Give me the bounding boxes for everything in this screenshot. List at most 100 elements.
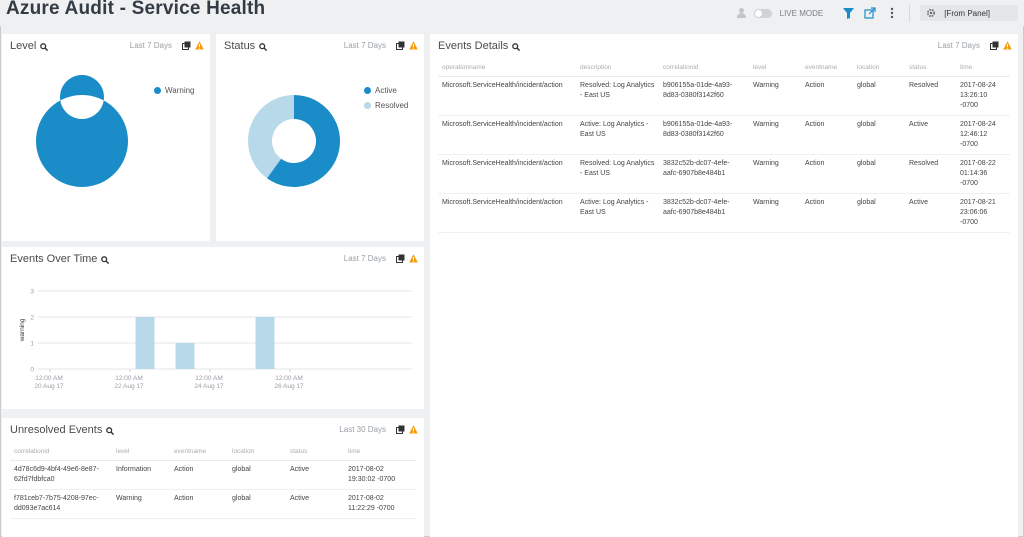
table-cell: Active	[905, 115, 956, 155]
zoom-icon[interactable]	[106, 426, 115, 436]
panel-title: Events Details	[438, 40, 521, 52]
share-icon[interactable]	[863, 6, 877, 20]
time-range-text: Last 7 Days	[129, 41, 172, 50]
x-tick-time: 12:00 AM	[115, 375, 142, 382]
column-header[interactable]: correlationid	[10, 444, 112, 461]
copy-icon[interactable]	[396, 425, 405, 434]
copy-icon[interactable]	[182, 41, 191, 50]
legend-swatch	[154, 87, 161, 94]
warning-icon[interactable]	[409, 425, 418, 434]
user-icon[interactable]	[736, 8, 746, 18]
table-cell: global	[853, 115, 905, 155]
column-header[interactable]: status	[286, 444, 344, 461]
table-cell: 3832c52b-dc07-4efe-aafc-6907b8e484b1	[659, 193, 749, 233]
table-cell: 2017-08-21 23:06:06 -0700	[956, 193, 1010, 233]
table-row[interactable]: 4d78c6d9-4bf4-49e6-8e87-62fd7fdbfca0 Info…	[10, 460, 416, 490]
table-row[interactable]: Microsoft.ServiceHealth/incident/action A…	[438, 193, 1010, 233]
table-cell: Action	[801, 193, 853, 233]
y-tick-label: 3	[30, 289, 34, 296]
column-header[interactable]: location	[228, 444, 286, 461]
legend-swatch	[364, 102, 371, 109]
table-cell: Action	[801, 76, 853, 116]
column-header[interactable]: location	[853, 60, 905, 77]
zoom-icon[interactable]	[101, 255, 110, 265]
donut-slice-warning[interactable]	[35, 75, 128, 187]
table-cell: Active: Log Analytics - East US	[576, 193, 659, 233]
copy-icon[interactable]	[990, 41, 999, 50]
legend-item[interactable]: Warning	[154, 86, 195, 95]
table-row[interactable]: Microsoft.ServiceHealth/incident/action R…	[438, 76, 1010, 116]
table-cell: Active: Log Analytics - East US	[576, 115, 659, 155]
donut-slice-active[interactable]	[266, 95, 340, 188]
panel-title: Events Over Time	[10, 253, 110, 265]
x-tick-date: 26 Aug 17	[274, 383, 304, 390]
zoom-icon[interactable]	[259, 42, 268, 52]
dashboard-title: Azure Audit - Service Health	[6, 0, 266, 19]
legend-item[interactable]: Active	[364, 86, 408, 95]
table-cell: Resolved	[905, 76, 956, 116]
bar-2017-08-24[interactable]	[255, 317, 275, 369]
table-row[interactable]: f781ceb7-7b75-4208-97ec-dd093e7ac614 Warn…	[10, 489, 416, 519]
panel-tools: Last 7 Days	[938, 41, 1012, 50]
panel-tools: Last 7 Days	[344, 41, 418, 50]
warning-icon[interactable]	[195, 41, 204, 50]
panel-tools: Last 30 Days	[339, 425, 418, 434]
copy-icon[interactable]	[396, 254, 405, 263]
table-header-row: correlationid level eventname location statu…	[10, 444, 416, 461]
column-header[interactable]: time	[344, 444, 416, 461]
y-tick-label: 0	[30, 367, 34, 374]
column-header[interactable]: correlationid	[659, 60, 749, 77]
legend: Active Resolved	[364, 86, 408, 116]
column-header[interactable]: time	[956, 60, 1010, 77]
table-cell: Microsoft.ServiceHealth/incident/action	[438, 115, 576, 155]
x-tick-time: 12:00 AM	[35, 375, 62, 382]
column-header[interactable]: level	[112, 444, 170, 461]
x-tick-date: 20 Aug 17	[34, 383, 64, 390]
warning-icon[interactable]	[409, 254, 418, 263]
panel-title-text: Events Over Time	[10, 253, 98, 265]
x-tick-date: 22 Aug 17	[114, 383, 144, 390]
copy-icon[interactable]	[396, 41, 405, 50]
column-header[interactable]: operationname	[438, 60, 576, 77]
warning-icon[interactable]	[1003, 41, 1012, 50]
table-row[interactable]: Microsoft.ServiceHealth/incident/action R…	[438, 154, 1010, 194]
column-header[interactable]: description	[576, 60, 659, 77]
table-cell: b906155a-01de-4a93-8d83-0380f3142f60	[659, 115, 749, 155]
warning-icon[interactable]	[409, 41, 418, 50]
table-cell: Resolved: Log Analytics - East US	[576, 76, 659, 116]
table-cell: Warning	[749, 154, 801, 194]
legend: Warning	[154, 86, 195, 101]
column-header[interactable]: eventname	[801, 60, 853, 77]
zoom-icon[interactable]	[512, 42, 521, 52]
bar-2017-08-21[interactable]	[135, 317, 155, 369]
level-donut-chart	[35, 75, 128, 187]
donut-slice-resolved[interactable]	[248, 95, 294, 179]
y-tick-label: 2	[30, 315, 34, 322]
more-options-icon[interactable]	[885, 6, 899, 20]
panel-title-text: Level	[10, 40, 37, 52]
table-cell: Active	[905, 193, 956, 233]
live-mode-toggle[interactable]	[753, 8, 772, 18]
time-range-label: [From Panel]	[944, 8, 990, 18]
events-details-panel: Events Details Last 7 Days operationname…	[430, 34, 1018, 537]
panel-tools: Last 7 Days	[130, 41, 204, 50]
time-range-text: Last 7 Days	[937, 41, 980, 50]
zoom-icon[interactable]	[40, 42, 49, 52]
legend-item[interactable]: Resolved	[364, 101, 408, 110]
events-over-time-panel: Events Over Time Last 7 Days 0 1 2 3 warning…	[2, 247, 424, 409]
level-panel: Level Last 7 Days Warning	[2, 34, 210, 241]
legend-label: Resolved	[375, 101, 409, 110]
column-header[interactable]: status	[905, 60, 956, 77]
legend-label: Active	[375, 86, 397, 95]
time-range-selector[interactable]: [From Panel]	[920, 5, 1018, 21]
column-header[interactable]: eventname	[170, 444, 228, 461]
table-row[interactable]: Microsoft.ServiceHealth/incident/action A…	[438, 115, 1010, 155]
filter-icon[interactable]	[841, 6, 855, 20]
table-cell: Warning	[112, 489, 170, 519]
table-cell: global	[853, 76, 905, 116]
bar-2017-08-22[interactable]	[175, 343, 195, 369]
time-range-text: Last 30 Days	[339, 425, 386, 434]
table-cell: f781ceb7-7b75-4208-97ec-dd093e7ac614	[10, 489, 112, 519]
table-cell: 2017-08-02 11:22:29 -0700	[344, 489, 416, 519]
column-header[interactable]: level	[749, 60, 801, 77]
